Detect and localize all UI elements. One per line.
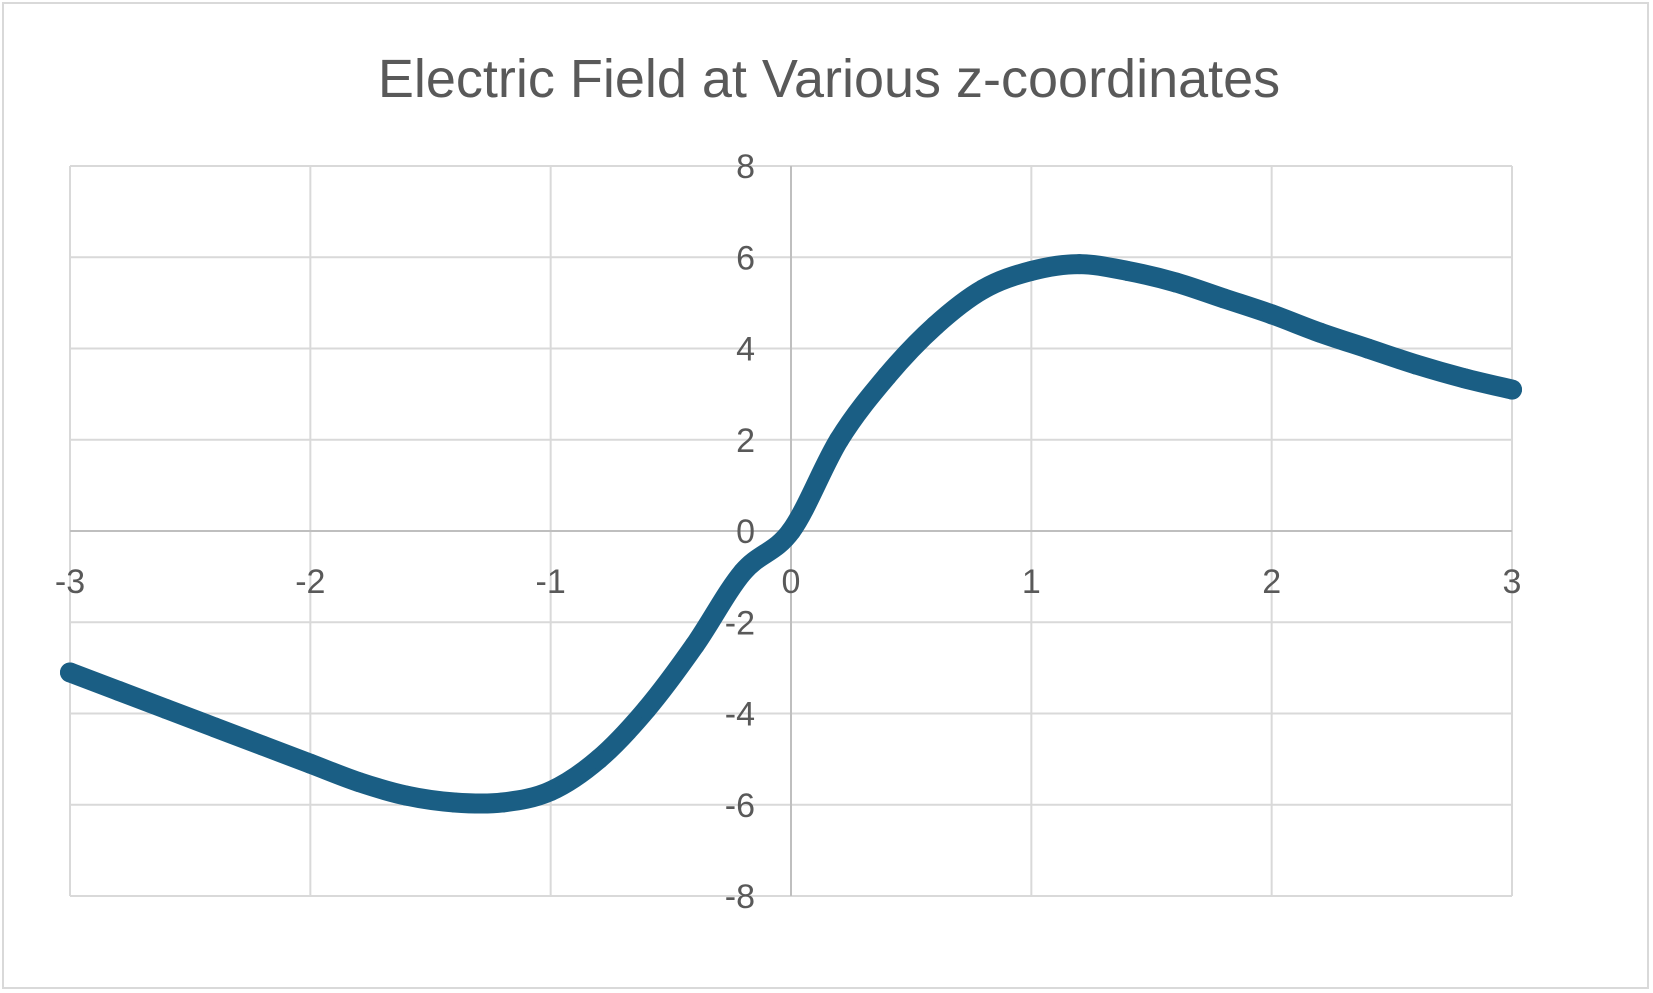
data-point bbox=[1069, 254, 1090, 275]
data-point bbox=[781, 521, 801, 541]
data-point bbox=[829, 429, 850, 450]
y-tick-label: -2 bbox=[725, 604, 755, 642]
tick-labels: -3 -2 -1 0 1 2 3 -8 -6 -4 -2 0 2 4 6 8 bbox=[55, 148, 1522, 916]
x-tick-label: -3 bbox=[55, 563, 85, 601]
y-tick-label: 0 bbox=[736, 513, 755, 551]
series-layer bbox=[60, 254, 1522, 814]
data-point bbox=[1309, 322, 1330, 343]
chart-svg: Electric Field at Various z-coordinates … bbox=[55, 49, 1522, 916]
x-tick-label: 1 bbox=[1022, 563, 1041, 601]
data-point bbox=[60, 662, 80, 683]
x-tick-label: -2 bbox=[295, 563, 325, 601]
data-point bbox=[1213, 288, 1234, 309]
data-point bbox=[1357, 338, 1378, 359]
data-point bbox=[300, 753, 321, 774]
data-point bbox=[252, 735, 273, 756]
x-tick-label: 2 bbox=[1262, 563, 1281, 601]
y-tick-label: 8 bbox=[736, 148, 755, 186]
data-point bbox=[348, 771, 369, 792]
data-point bbox=[877, 365, 898, 386]
data-point bbox=[108, 680, 129, 701]
chart-title: Electric Field at Various z-coordinates bbox=[378, 49, 1280, 109]
data-point bbox=[492, 792, 513, 813]
data-point bbox=[540, 781, 561, 802]
data-point bbox=[588, 749, 609, 770]
data-point bbox=[156, 698, 177, 719]
data-point bbox=[396, 785, 417, 806]
data-point bbox=[1405, 354, 1426, 375]
data-point bbox=[636, 698, 657, 719]
y-tick-label: -4 bbox=[725, 696, 755, 734]
data-point bbox=[1021, 260, 1042, 281]
data-point bbox=[732, 562, 753, 583]
x-tick-label: 0 bbox=[782, 563, 801, 601]
data-point bbox=[204, 717, 225, 738]
data-point bbox=[1165, 272, 1186, 293]
y-tick-label: 4 bbox=[736, 331, 755, 369]
data-point bbox=[925, 315, 946, 336]
y-tick-label: -6 bbox=[725, 787, 755, 825]
data-point bbox=[1502, 379, 1522, 400]
y-tick-label: -8 bbox=[725, 878, 755, 916]
data-point bbox=[1117, 260, 1138, 281]
data-point bbox=[684, 635, 705, 656]
y-tick-label: 6 bbox=[736, 239, 755, 277]
x-tick-label: 3 bbox=[1503, 563, 1522, 601]
data-point bbox=[444, 792, 465, 813]
y-tick-label: 2 bbox=[736, 422, 755, 460]
data-point bbox=[1261, 304, 1282, 325]
data-point bbox=[973, 279, 994, 300]
x-tick-label: -1 bbox=[536, 563, 566, 601]
data-point bbox=[1453, 368, 1474, 389]
